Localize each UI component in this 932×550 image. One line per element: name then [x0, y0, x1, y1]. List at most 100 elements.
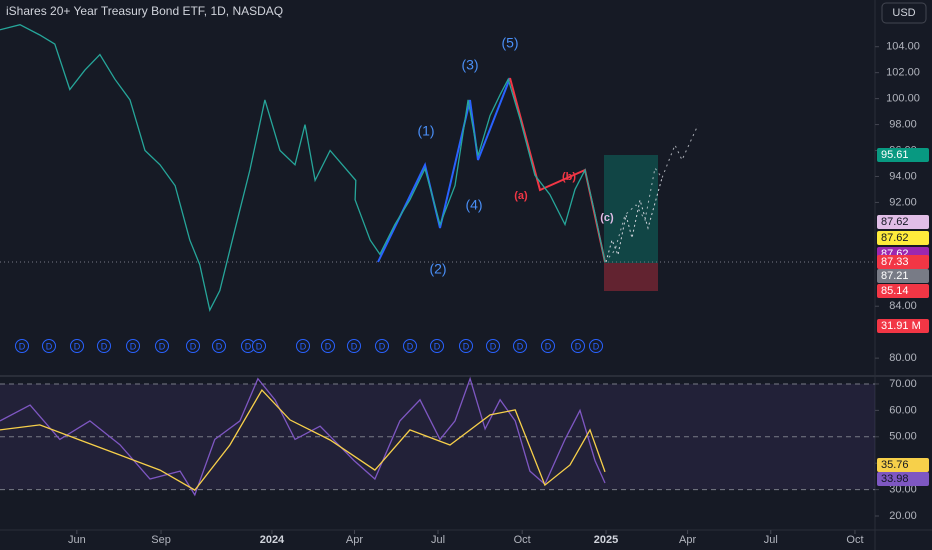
impulse-waves [377, 77, 511, 263]
wave-label: (c) [600, 212, 614, 224]
dividend-marker [155, 339, 169, 353]
dividend-label: D [545, 341, 552, 351]
price-tag [877, 255, 929, 269]
wave-label: (1) [417, 123, 434, 139]
y-tick-label: 102.00 [886, 67, 920, 79]
dividend-label: D [130, 341, 137, 351]
price-tag [877, 231, 929, 245]
dividend-marker [513, 339, 527, 353]
wave-label: (4) [465, 197, 482, 213]
dividend-label: D [379, 341, 386, 351]
x-tick-label: Oct [846, 534, 863, 546]
line-series [0, 24, 606, 312]
x-tick-label: 2025 [594, 534, 618, 546]
dividend-marker [126, 339, 140, 353]
wave-label: (5) [501, 35, 518, 51]
dividend-label: D [351, 341, 358, 351]
y-tick-label: 98.00 [889, 118, 917, 130]
dividend-marker [252, 339, 266, 353]
wave-label: (b) [562, 171, 576, 183]
dividend-marker [70, 339, 84, 353]
dividend-marker [321, 339, 335, 353]
dividend-marker [296, 339, 310, 353]
value-tag-label: 33.98 [881, 473, 909, 485]
dividend-label: D [517, 341, 524, 351]
dividend-label: D [216, 341, 223, 351]
price-tag [877, 319, 929, 333]
y-tick-label: 60.00 [889, 404, 917, 416]
projection-alt [604, 124, 699, 263]
dividend-label: D [325, 341, 332, 351]
x-tick-label: Jun [68, 534, 86, 546]
price-tag [877, 269, 929, 283]
y-tick-label: 94.00 [889, 170, 917, 182]
y-tick-label: 104.00 [886, 41, 920, 53]
wave-label: (a) [514, 190, 528, 202]
dividend-marker [15, 339, 29, 353]
price-tag-label: 87.21 [881, 270, 909, 282]
x-tick-label: 2024 [260, 534, 285, 546]
x-tick-label: Apr [346, 534, 363, 546]
y-tick-label: 80.00 [889, 352, 917, 364]
price-tag [877, 284, 929, 298]
x-tick-label: Oct [514, 534, 531, 546]
dividend-label: D [407, 341, 414, 351]
dividend-marker [430, 339, 444, 353]
dividend-label: D [256, 341, 263, 351]
dividend-marker [403, 339, 417, 353]
price-tag [877, 148, 929, 162]
dividend-label: D [101, 341, 108, 351]
dividend-label: D [463, 341, 470, 351]
wave-label: (3) [461, 57, 478, 73]
price-tag-label: 87.62 [881, 216, 909, 228]
value-tag [877, 458, 929, 472]
projection [605, 177, 663, 263]
y-tick-label: 20.00 [889, 510, 917, 522]
line-series [0, 376, 606, 497]
symbol-title: iShares 20+ Year Treasury Bond ETF, 1D, … [6, 4, 283, 18]
y-tick-label: 50.00 [889, 431, 917, 443]
currency-label[interactable]: USD [892, 7, 915, 19]
dividend-marker [459, 339, 473, 353]
value-tag [877, 472, 929, 486]
dividend-marker [589, 339, 603, 353]
dividend-marker [186, 339, 200, 353]
dividend-label: D [46, 341, 53, 351]
y-tick-label: 30.00 [889, 484, 917, 496]
price-tag-label: 87.33 [881, 256, 909, 268]
x-tick-label: Sep [151, 534, 171, 546]
x-tick-label: Jul [431, 534, 445, 546]
dividend-label: D [74, 341, 81, 351]
price-tag-label: 85.14 [881, 285, 909, 297]
wave-label: (2) [429, 261, 446, 277]
x-tick-label: Apr [679, 534, 696, 546]
dividend-label: D [19, 341, 26, 351]
dividend-marker [375, 339, 389, 353]
dividend-marker [42, 339, 56, 353]
dividend-label: D [245, 341, 252, 351]
price-tag-label: 31.91 M [881, 320, 921, 332]
rsi-band [0, 383, 875, 490]
loss-zone [604, 263, 658, 291]
dividend-marker [97, 339, 111, 353]
dividend-label: D [490, 341, 497, 351]
dividend-marker [347, 339, 361, 353]
y-tick-label: 70.00 [889, 378, 917, 390]
y-tick-label: 84.00 [889, 300, 917, 312]
dividend-label: D [593, 341, 600, 351]
x-tick-label: Jul [764, 534, 778, 546]
price-tag-label: 87.62 [881, 232, 909, 244]
dividend-label: D [159, 341, 166, 351]
price-tag-label: 95.61 [881, 149, 909, 161]
dividend-label: D [575, 341, 582, 351]
currency-button[interactable] [881, 2, 927, 24]
dividend-marker [486, 339, 500, 353]
dividend-label: D [434, 341, 441, 351]
y-tick-label: 92.00 [889, 196, 917, 208]
y-tick-label: 100.00 [886, 93, 920, 105]
dividend-marker [212, 339, 226, 353]
line-series [0, 389, 606, 491]
dividend-marker [541, 339, 555, 353]
